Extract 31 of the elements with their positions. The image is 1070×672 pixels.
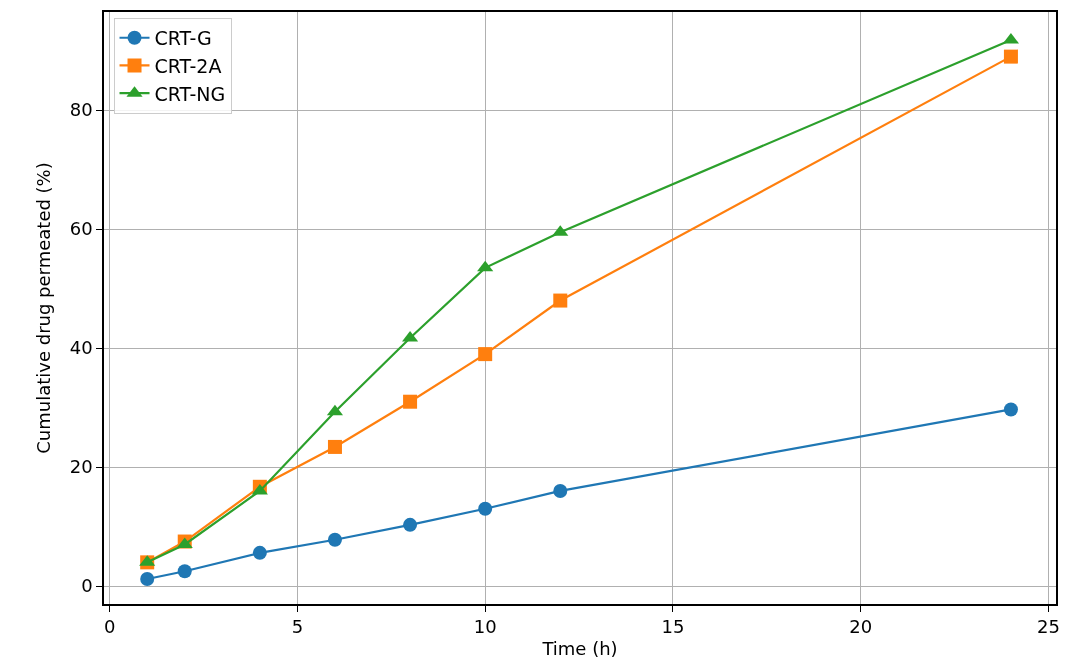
point (478, 347, 493, 362)
y-tick-label: 60 (69, 218, 93, 240)
point (553, 293, 568, 308)
point (403, 394, 418, 409)
x-tick-label: 20 (849, 616, 873, 638)
point (140, 572, 155, 586)
y-axis-title: Cumulative drug permeated (%) (33, 162, 55, 454)
legend-label: CRT-G (154, 27, 212, 50)
point (177, 564, 192, 579)
point (478, 501, 493, 516)
x-tick-label: 0 (103, 616, 116, 638)
point (553, 483, 568, 498)
y-tick-label: 80 (69, 99, 93, 121)
x-axis-title: Time (h) (541, 637, 618, 659)
y-tick-label: 40 (69, 337, 93, 359)
x-tick-label: 25 (1037, 616, 1060, 638)
point (1003, 49, 1018, 64)
point (251, 483, 268, 495)
point (403, 517, 418, 532)
x-tick-label: 5 (291, 616, 304, 638)
point (477, 260, 494, 272)
legend-label: CRT-2A (154, 54, 222, 77)
y-tick-label: 20 (69, 456, 93, 478)
point (252, 545, 267, 560)
point (327, 532, 342, 547)
legend-label: CRT-NG (154, 82, 226, 105)
point (327, 439, 342, 454)
x-tick-label: 15 (661, 616, 685, 638)
y-tick-label: 0 (81, 575, 93, 597)
x-tick-label: 10 (473, 616, 497, 638)
point (1003, 402, 1018, 417)
